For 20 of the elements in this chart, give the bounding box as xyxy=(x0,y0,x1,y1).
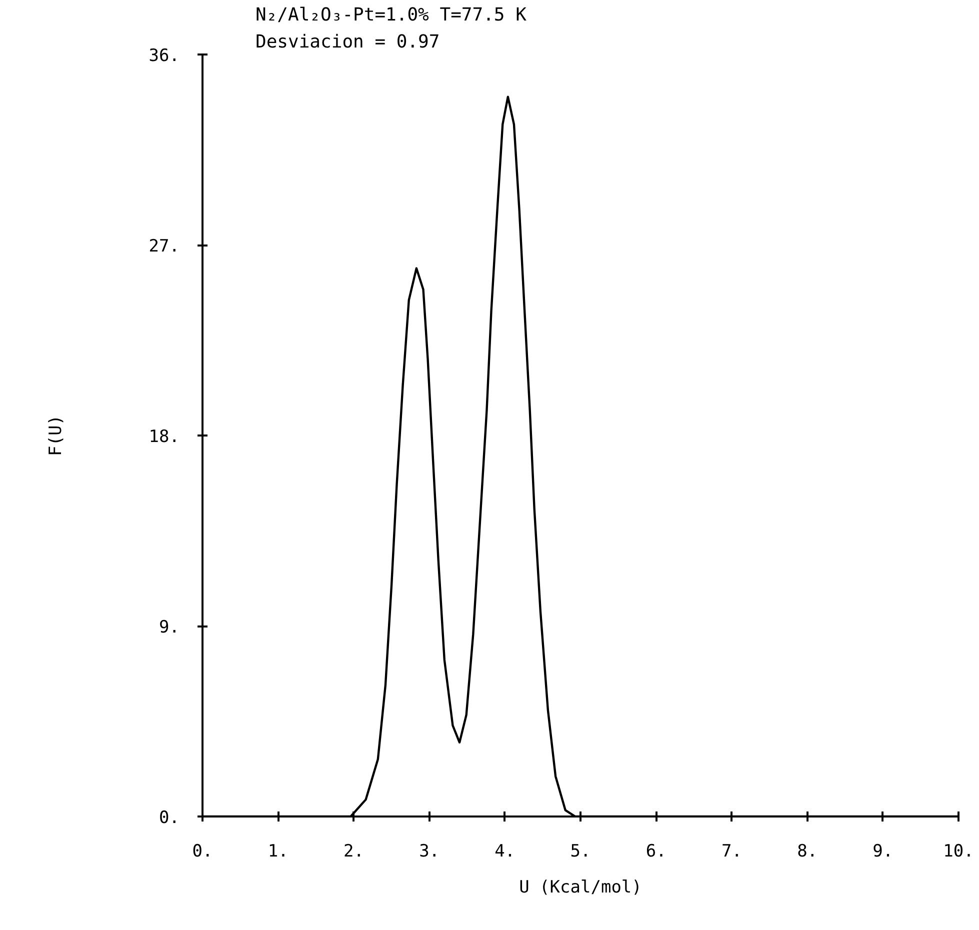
x-tick-label: 7. xyxy=(721,842,742,862)
x-tick-label: 2. xyxy=(343,842,364,862)
y-tick-label: 0. xyxy=(159,808,180,828)
x-axis-title: U (Kcal/mol) xyxy=(519,878,642,898)
y-axis-title: F(U) xyxy=(46,415,66,456)
text: Desviacion = 0.97 xyxy=(256,32,440,52)
x-tick-label: 3. xyxy=(419,842,440,862)
x-tick-label: 6. xyxy=(646,842,666,862)
x-tick-label: 10. xyxy=(943,842,974,862)
y-tick-label: 36. xyxy=(148,46,180,66)
y-tick-label: 27. xyxy=(148,236,180,256)
y-tick-label: 18. xyxy=(148,427,180,447)
chart-title: N₂/Al₂O₃-Pt=1.0% T=77.5 K xyxy=(256,4,527,26)
x-tick-label: 0. xyxy=(192,842,213,862)
x-tick-label: 5. xyxy=(570,842,591,862)
x-tick-label: 1. xyxy=(268,842,288,862)
y-tick-label: 9. xyxy=(159,618,180,638)
x-tick-label: 9. xyxy=(872,842,894,862)
x-tick-label: 4. xyxy=(494,842,516,862)
x-tick-label: 8. xyxy=(797,842,818,862)
